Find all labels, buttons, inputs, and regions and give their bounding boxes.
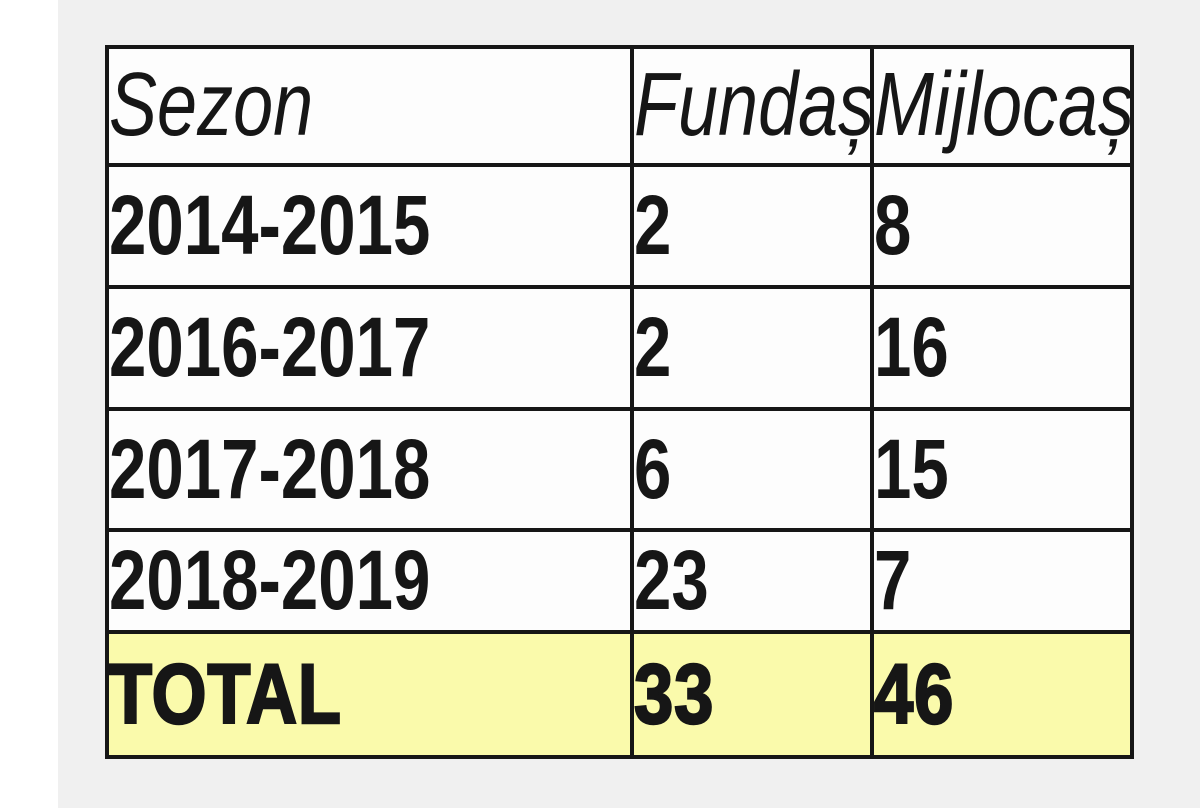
mijlocas-value: 7 <box>874 533 912 628</box>
fundas-cell: 2 <box>630 285 874 411</box>
total-fundas-value: 33 <box>634 646 715 741</box>
mijlocas-cell: 8 <box>870 163 1134 289</box>
table-row: 2014-2015 2 8 <box>105 163 1134 289</box>
mijlocas-cell: 7 <box>870 528 1134 634</box>
season-cell: 2014-2015 <box>105 163 634 289</box>
total-mijlocas-value: 46 <box>874 646 955 741</box>
mijlocas-cell: 15 <box>870 407 1134 532</box>
header-label-sezon: Sezon <box>109 55 314 156</box>
season-value: 2016-2017 <box>109 300 431 395</box>
mijlocas-value: 16 <box>874 300 949 395</box>
mijlocas-value: 15 <box>874 421 949 516</box>
fundas-value: 23 <box>634 533 709 628</box>
fundas-value: 2 <box>634 178 672 273</box>
total-label: TOTAL <box>109 646 342 741</box>
table-header-row: Sezon Fundaș Mijlocaș <box>105 45 1134 167</box>
left-white-band <box>0 0 58 808</box>
fundas-cell: 2 <box>630 163 874 289</box>
table-row: 2018-2019 23 7 <box>105 528 1134 634</box>
season-value: 2014-2015 <box>109 178 431 273</box>
table-row: 2016-2017 2 16 <box>105 285 1134 411</box>
mijlocas-value: 8 <box>874 178 912 273</box>
header-cell-sezon: Sezon <box>105 45 634 167</box>
season-cell: 2017-2018 <box>105 407 634 532</box>
season-stats-table: Sezon Fundaș Mijlocaș 2014-2015 2 8 2016… <box>105 45 1134 759</box>
header-cell-fundas: Fundaș <box>630 45 874 167</box>
season-value: 2017-2018 <box>109 421 431 516</box>
total-fundas-cell: 33 <box>630 630 874 759</box>
header-label-fundas: Fundaș <box>634 55 872 156</box>
fundas-cell: 23 <box>630 528 874 634</box>
fundas-value: 6 <box>634 421 672 516</box>
fundas-cell: 6 <box>630 407 874 532</box>
table-total-row: TOTAL 33 46 <box>105 630 1134 759</box>
fundas-value: 2 <box>634 300 672 395</box>
total-label-cell: TOTAL <box>105 630 634 759</box>
header-cell-mijlocas: Mijlocaș <box>870 45 1134 167</box>
season-cell: 2016-2017 <box>105 285 634 411</box>
header-label-mijlocas: Mijlocaș <box>874 55 1132 156</box>
table-row: 2017-2018 6 15 <box>105 407 1134 532</box>
season-value: 2018-2019 <box>109 533 431 628</box>
season-cell: 2018-2019 <box>105 528 634 634</box>
total-mijlocas-cell: 46 <box>870 630 1134 759</box>
mijlocas-cell: 16 <box>870 285 1134 411</box>
